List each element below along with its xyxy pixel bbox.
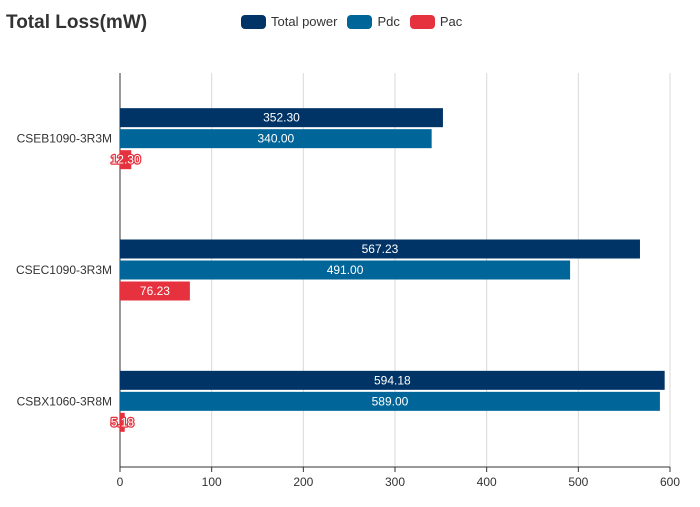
bar xyxy=(120,370,665,390)
data-label: 491.00 xyxy=(327,263,364,277)
bar xyxy=(120,239,640,259)
legend-item-pdc[interactable]: Pdc xyxy=(347,14,400,29)
data-label: 594.18 xyxy=(374,373,411,387)
chart-title: Total Loss(mW) xyxy=(6,12,148,33)
data-label: 589.00 xyxy=(372,394,409,408)
bar xyxy=(120,281,190,301)
data-label: 340.00 xyxy=(257,132,294,146)
data-label: 567.23 xyxy=(362,242,399,256)
data-label: 352.30 xyxy=(263,111,300,125)
legend-item-pac[interactable]: Pac xyxy=(409,14,463,29)
category-label: CSBX1060-3R8M xyxy=(17,394,112,408)
bar xyxy=(120,391,660,411)
bar xyxy=(120,412,125,432)
data-label: 12.30 xyxy=(111,153,141,167)
legend-item-total-power[interactable]: Total power xyxy=(241,14,337,29)
x-tick-label: 500 xyxy=(568,475,588,489)
legend: Total power Pdc Pac xyxy=(241,14,472,29)
bar xyxy=(120,108,443,128)
data-label: 5.18 xyxy=(111,415,135,429)
legend-label-pac: Pac xyxy=(439,14,463,29)
x-tick-label: 200 xyxy=(293,475,313,489)
bar xyxy=(120,260,571,280)
legend-swatch-pac xyxy=(409,14,435,29)
category-label: CSEC1090-3R3M xyxy=(16,263,112,277)
x-tick-label: 600 xyxy=(660,475,680,489)
category-label: CSEB1090-3R3M xyxy=(17,132,112,146)
legend-label-pdc: Pdc xyxy=(377,14,400,29)
bar xyxy=(120,129,432,149)
legend-swatch-total-power xyxy=(241,14,266,29)
x-tick-label: 300 xyxy=(385,475,405,489)
bar xyxy=(120,150,132,170)
x-tick-label: 100 xyxy=(202,475,222,489)
legend-label-total-power: Total power xyxy=(271,14,338,29)
x-tick-label: 400 xyxy=(477,475,497,489)
data-label: 76.23 xyxy=(140,284,170,298)
legend-swatch-pdc xyxy=(347,14,373,29)
x-tick-label: 0 xyxy=(117,475,124,489)
